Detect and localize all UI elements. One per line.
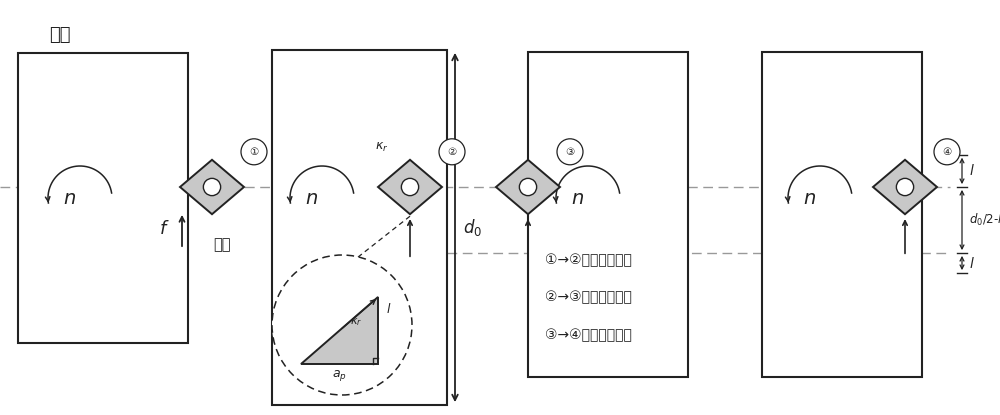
Bar bbox=[762, 52, 922, 377]
Circle shape bbox=[203, 178, 221, 195]
Circle shape bbox=[519, 178, 537, 195]
Bar bbox=[18, 53, 188, 343]
Bar bbox=[272, 50, 447, 405]
Text: $n$: $n$ bbox=[63, 188, 77, 208]
Text: ③→④刀具退出阶段: ③→④刀具退出阶段 bbox=[545, 328, 632, 342]
Text: ②→③完全切削阶段: ②→③完全切削阶段 bbox=[545, 290, 632, 304]
Text: $\kappa_r$: $\kappa_r$ bbox=[350, 316, 362, 328]
Text: 刀具: 刀具 bbox=[213, 237, 231, 252]
Circle shape bbox=[934, 139, 960, 165]
Circle shape bbox=[557, 139, 583, 165]
Text: 工件: 工件 bbox=[49, 26, 71, 44]
Text: $l$: $l$ bbox=[969, 164, 975, 178]
Text: ①→②刀具切入阶段: ①→②刀具切入阶段 bbox=[545, 253, 632, 267]
Polygon shape bbox=[873, 160, 937, 214]
Circle shape bbox=[439, 139, 465, 165]
Text: $a_p$: $a_p$ bbox=[332, 368, 347, 383]
Bar bbox=[528, 52, 688, 377]
Text: $n$: $n$ bbox=[305, 188, 319, 208]
Polygon shape bbox=[180, 160, 244, 214]
Text: $f$: $f$ bbox=[159, 220, 169, 238]
Circle shape bbox=[401, 178, 419, 195]
Text: $d_0$: $d_0$ bbox=[463, 217, 482, 238]
Text: $\kappa_r$: $\kappa_r$ bbox=[375, 140, 389, 154]
Text: ③: ③ bbox=[565, 147, 575, 157]
Text: $n$: $n$ bbox=[571, 188, 585, 208]
Text: ①: ① bbox=[249, 147, 259, 157]
Text: $n$: $n$ bbox=[803, 188, 817, 208]
Text: ④: ④ bbox=[942, 147, 952, 157]
Text: $l$: $l$ bbox=[969, 256, 975, 271]
Text: $l$: $l$ bbox=[386, 302, 391, 316]
Circle shape bbox=[241, 139, 267, 165]
Text: $d_0/2$-$l$: $d_0/2$-$l$ bbox=[969, 212, 1000, 228]
Polygon shape bbox=[496, 160, 560, 214]
Polygon shape bbox=[301, 297, 378, 364]
Circle shape bbox=[896, 178, 914, 195]
Text: ②: ② bbox=[447, 147, 457, 157]
Polygon shape bbox=[378, 160, 442, 214]
Circle shape bbox=[272, 255, 412, 395]
